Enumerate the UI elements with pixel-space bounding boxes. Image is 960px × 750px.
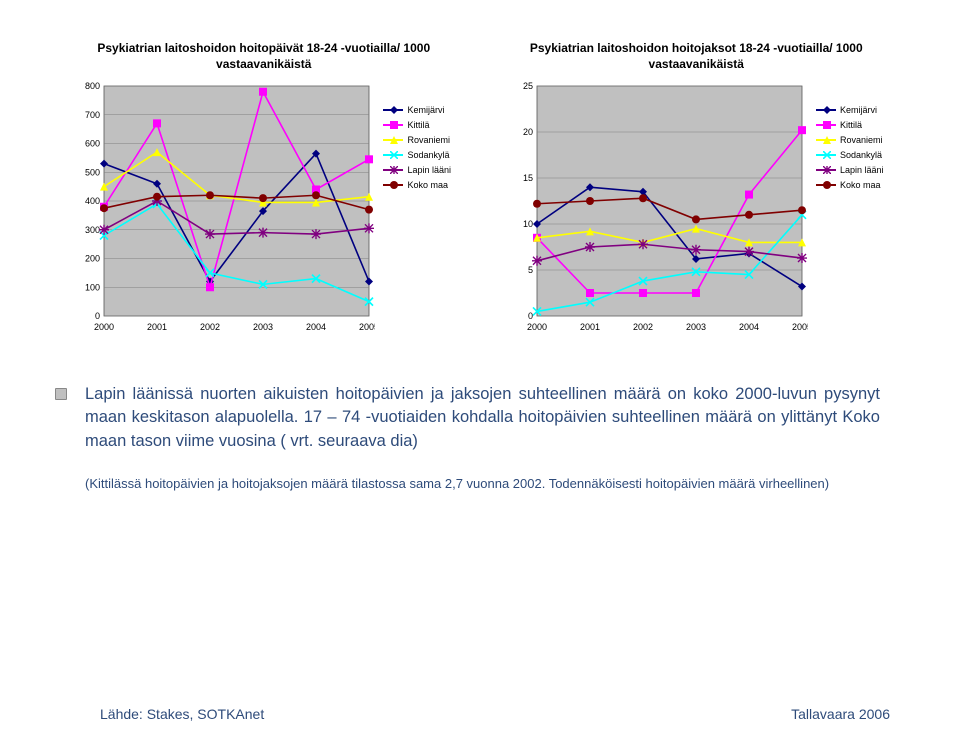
svg-text:2005: 2005 xyxy=(359,322,375,332)
charts-row: Psykiatrian laitoshoidon hoitopäivät 18-… xyxy=(55,40,905,338)
footer: Lähde: Stakes, SOTKAnet Tallavaara 2006 xyxy=(100,706,890,722)
legend-item: Sodankylä xyxy=(383,150,451,160)
chart-right: Psykiatrian laitoshoidon hoitojaksot 18-… xyxy=(488,40,906,338)
legend-label: Koko maa xyxy=(407,180,448,190)
paragraph-note: (Kittilässä hoitopäivien ja hoitojaksoje… xyxy=(85,475,880,493)
legend-item: Lapin lääni xyxy=(383,165,451,175)
legend-label: Lapin lääni xyxy=(407,165,451,175)
legend-label: Rovaniemi xyxy=(840,135,883,145)
legend-label: Rovaniemi xyxy=(407,135,450,145)
svg-text:300: 300 xyxy=(85,225,100,235)
svg-text:20: 20 xyxy=(523,127,533,137)
legend-item: Sodankylä xyxy=(816,150,884,160)
bullet-icon xyxy=(55,388,67,400)
legend-item: Rovaniemi xyxy=(383,135,451,145)
legend-item: Kittilä xyxy=(816,120,884,130)
svg-text:2000: 2000 xyxy=(527,322,547,332)
svg-text:500: 500 xyxy=(85,168,100,178)
chart2-legend: Kemijärvi Kittilä Rovaniemi Sodankylä La… xyxy=(816,105,884,190)
paragraph-main: Lapin läänissä nuorten aikuisten hoitopä… xyxy=(85,383,880,452)
legend-label: Kittilä xyxy=(407,120,429,130)
legend-label: Lapin lääni xyxy=(840,165,884,175)
legend-item: Koko maa xyxy=(816,180,884,190)
svg-text:2002: 2002 xyxy=(633,322,653,332)
legend-item: Kittilä xyxy=(383,120,451,130)
legend-item: Kemijärvi xyxy=(816,105,884,115)
svg-text:2002: 2002 xyxy=(200,322,220,332)
svg-text:0: 0 xyxy=(528,311,533,321)
svg-text:2001: 2001 xyxy=(580,322,600,332)
svg-text:2003: 2003 xyxy=(253,322,273,332)
chart2-title: Psykiatrian laitoshoidon hoitojaksot 18-… xyxy=(488,40,906,72)
svg-text:100: 100 xyxy=(85,283,100,293)
svg-text:400: 400 xyxy=(85,196,100,206)
legend-label: Sodankylä xyxy=(407,150,449,160)
svg-text:2000: 2000 xyxy=(94,322,114,332)
svg-text:10: 10 xyxy=(523,219,533,229)
chart-left: Psykiatrian laitoshoidon hoitopäivät 18-… xyxy=(55,40,473,338)
chart1-title: Psykiatrian laitoshoidon hoitopäivät 18-… xyxy=(55,40,473,72)
legend-label: Kemijärvi xyxy=(840,105,877,115)
svg-text:200: 200 xyxy=(85,254,100,264)
svg-text:2004: 2004 xyxy=(306,322,326,332)
svg-text:2005: 2005 xyxy=(792,322,808,332)
footer-author: Tallavaara 2006 xyxy=(791,706,890,722)
legend-item: Kemijärvi xyxy=(383,105,451,115)
svg-text:800: 800 xyxy=(85,81,100,91)
legend-item: Lapin lääni xyxy=(816,165,884,175)
svg-text:25: 25 xyxy=(523,81,533,91)
svg-text:600: 600 xyxy=(85,139,100,149)
svg-text:2001: 2001 xyxy=(147,322,167,332)
legend-item: Koko maa xyxy=(383,180,451,190)
chart1-legend: Kemijärvi Kittilä Rovaniemi Sodankylä La… xyxy=(383,105,451,190)
svg-text:0: 0 xyxy=(95,311,100,321)
legend-label: Kemijärvi xyxy=(407,105,444,115)
chart2-canvas: 0 5 10 15 20 25 2000 2001 2002 2003 2004 2005 xyxy=(509,80,808,338)
legend-item: Rovaniemi xyxy=(816,135,884,145)
legend-label: Koko maa xyxy=(840,180,881,190)
svg-text:15: 15 xyxy=(523,173,533,183)
svg-text:2004: 2004 xyxy=(739,322,759,332)
legend-label: Sodankylä xyxy=(840,150,882,160)
footer-source: Lähde: Stakes, SOTKAnet xyxy=(100,706,264,722)
svg-text:700: 700 xyxy=(85,110,100,120)
svg-text:5: 5 xyxy=(528,265,533,275)
legend-label: Kittilä xyxy=(840,120,862,130)
chart1-canvas: 0 100 200 300 400 500 600 700 800 2000 2001 2002 200… xyxy=(76,80,375,338)
svg-text:2003: 2003 xyxy=(686,322,706,332)
